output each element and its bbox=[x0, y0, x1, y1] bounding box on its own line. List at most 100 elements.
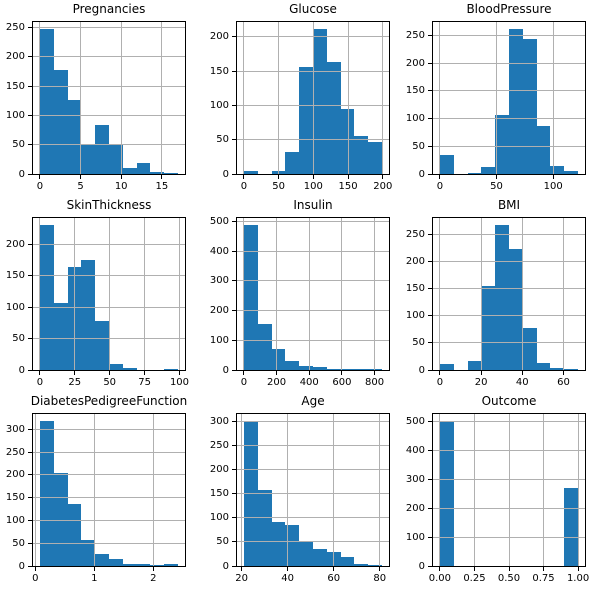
y-tick-mark bbox=[428, 507, 432, 509]
y-tick-label: 100 bbox=[5, 514, 25, 526]
y-tick-mark bbox=[232, 220, 236, 222]
histogram-bar bbox=[536, 362, 551, 370]
histogram-bar bbox=[164, 173, 179, 174]
gridline-horizontal bbox=[33, 244, 185, 246]
histogram-bar bbox=[467, 172, 482, 174]
x-tick-label: 0 bbox=[436, 377, 444, 388]
x-tick-label: 50 bbox=[103, 377, 117, 388]
histogram-bar bbox=[564, 488, 579, 566]
histogram-bar bbox=[95, 321, 109, 370]
x-tick-mark bbox=[243, 175, 245, 179]
histogram-bar bbox=[354, 369, 369, 370]
gridline-vertical bbox=[508, 414, 510, 566]
x-tick-label: 80 bbox=[373, 573, 387, 584]
x-tick-mark bbox=[120, 175, 122, 179]
histogram-bar bbox=[550, 368, 565, 370]
x-tick-label: 75 bbox=[138, 377, 151, 388]
gridline-horizontal bbox=[433, 449, 585, 451]
gridline-horizontal bbox=[237, 468, 389, 470]
y-tick-mark bbox=[428, 261, 432, 263]
x-tick-mark bbox=[382, 175, 384, 179]
histogram-bar bbox=[243, 225, 258, 370]
histogram-bar bbox=[299, 66, 313, 174]
gridline-vertical bbox=[439, 218, 441, 370]
x-tick-mark bbox=[93, 567, 95, 571]
x-tick-label: 0.00 bbox=[428, 573, 452, 584]
gridline-horizontal bbox=[33, 275, 185, 277]
y-tick-label: 300 bbox=[209, 275, 229, 287]
histogram-bar bbox=[313, 29, 327, 174]
y-tick-label: 50 bbox=[12, 537, 25, 549]
histogram-bar bbox=[285, 524, 300, 566]
subplot-title-skinthickness: SkinThickness bbox=[66, 198, 152, 212]
subplot-title-bmi: BMI bbox=[497, 198, 521, 212]
y-tick-label: 300 bbox=[405, 473, 425, 485]
y-tick-label: 200 bbox=[5, 51, 25, 63]
y-tick-mark bbox=[428, 565, 432, 567]
x-tick-mark bbox=[543, 567, 545, 571]
gridline-horizontal bbox=[237, 339, 389, 341]
histogram-bar bbox=[53, 69, 68, 174]
x-tick-mark bbox=[243, 371, 245, 375]
subplot-title-age: Age bbox=[301, 394, 325, 408]
gridline-vertical bbox=[144, 218, 146, 370]
gridline-horizontal bbox=[433, 288, 585, 290]
gridline-vertical bbox=[287, 414, 289, 566]
histogram-bar bbox=[564, 368, 579, 370]
y-tick-label: 200 bbox=[209, 463, 229, 475]
histogram-bar bbox=[550, 166, 565, 174]
gridline-horizontal bbox=[433, 118, 585, 120]
y-tick-mark bbox=[28, 85, 32, 87]
y-tick-label: 150 bbox=[5, 492, 25, 504]
y-tick-mark bbox=[28, 497, 32, 499]
gridline-horizontal bbox=[237, 70, 389, 72]
y-tick-label: 50 bbox=[12, 139, 25, 151]
histogram-bar bbox=[299, 366, 313, 370]
gridline-horizontal bbox=[433, 420, 585, 422]
histogram-bar bbox=[340, 369, 355, 370]
y-tick-label: 200 bbox=[209, 305, 229, 317]
x-tick-label: 40 bbox=[281, 573, 295, 584]
y-tick-label: 200 bbox=[209, 31, 229, 43]
histogram-bar bbox=[285, 152, 300, 174]
histogram-bar bbox=[122, 564, 137, 566]
histogram-bar bbox=[122, 167, 137, 174]
x-tick-mark bbox=[80, 175, 82, 179]
plot-area-outcome bbox=[432, 413, 586, 567]
gridline-vertical bbox=[243, 22, 245, 174]
gridline-horizontal bbox=[237, 310, 389, 312]
y-tick-label: 400 bbox=[209, 245, 229, 257]
x-tick-label: 1.00 bbox=[566, 573, 590, 584]
y-tick-mark bbox=[28, 173, 32, 175]
x-tick-label: 600 bbox=[332, 377, 352, 388]
histogram-bar bbox=[368, 368, 383, 370]
x-tick-label: 0 bbox=[240, 181, 248, 192]
y-tick-label: 100 bbox=[405, 310, 425, 322]
y-tick-label: 400 bbox=[405, 444, 425, 456]
histogram-bar bbox=[67, 503, 82, 566]
y-tick-label: 0 bbox=[418, 168, 425, 180]
x-tick-label: 20 bbox=[235, 573, 248, 584]
x-tick-label: 40 bbox=[515, 377, 529, 388]
y-tick-mark bbox=[428, 420, 432, 422]
y-tick-mark bbox=[428, 118, 432, 120]
y-tick-label: 500 bbox=[209, 215, 229, 227]
y-tick-label: 200 bbox=[405, 57, 425, 69]
x-tick-label: 0 bbox=[36, 181, 44, 192]
x-tick-mark bbox=[74, 371, 76, 375]
y-tick-mark bbox=[232, 173, 236, 175]
histogram-bar bbox=[299, 540, 313, 566]
y-tick-mark bbox=[428, 288, 432, 290]
subplot-title-glucose: Glucose bbox=[289, 2, 337, 16]
y-tick-label: 150 bbox=[405, 85, 425, 97]
histogram-bar bbox=[340, 108, 355, 174]
y-tick-mark bbox=[428, 90, 432, 92]
x-tick-label: 10 bbox=[114, 181, 128, 192]
y-tick-mark bbox=[28, 306, 32, 308]
x-tick-label: 60 bbox=[557, 377, 570, 388]
y-tick-mark bbox=[428, 478, 432, 480]
x-tick-label: 2 bbox=[150, 573, 157, 584]
gridline-horizontal bbox=[433, 90, 585, 92]
histogram-bar bbox=[326, 62, 341, 174]
